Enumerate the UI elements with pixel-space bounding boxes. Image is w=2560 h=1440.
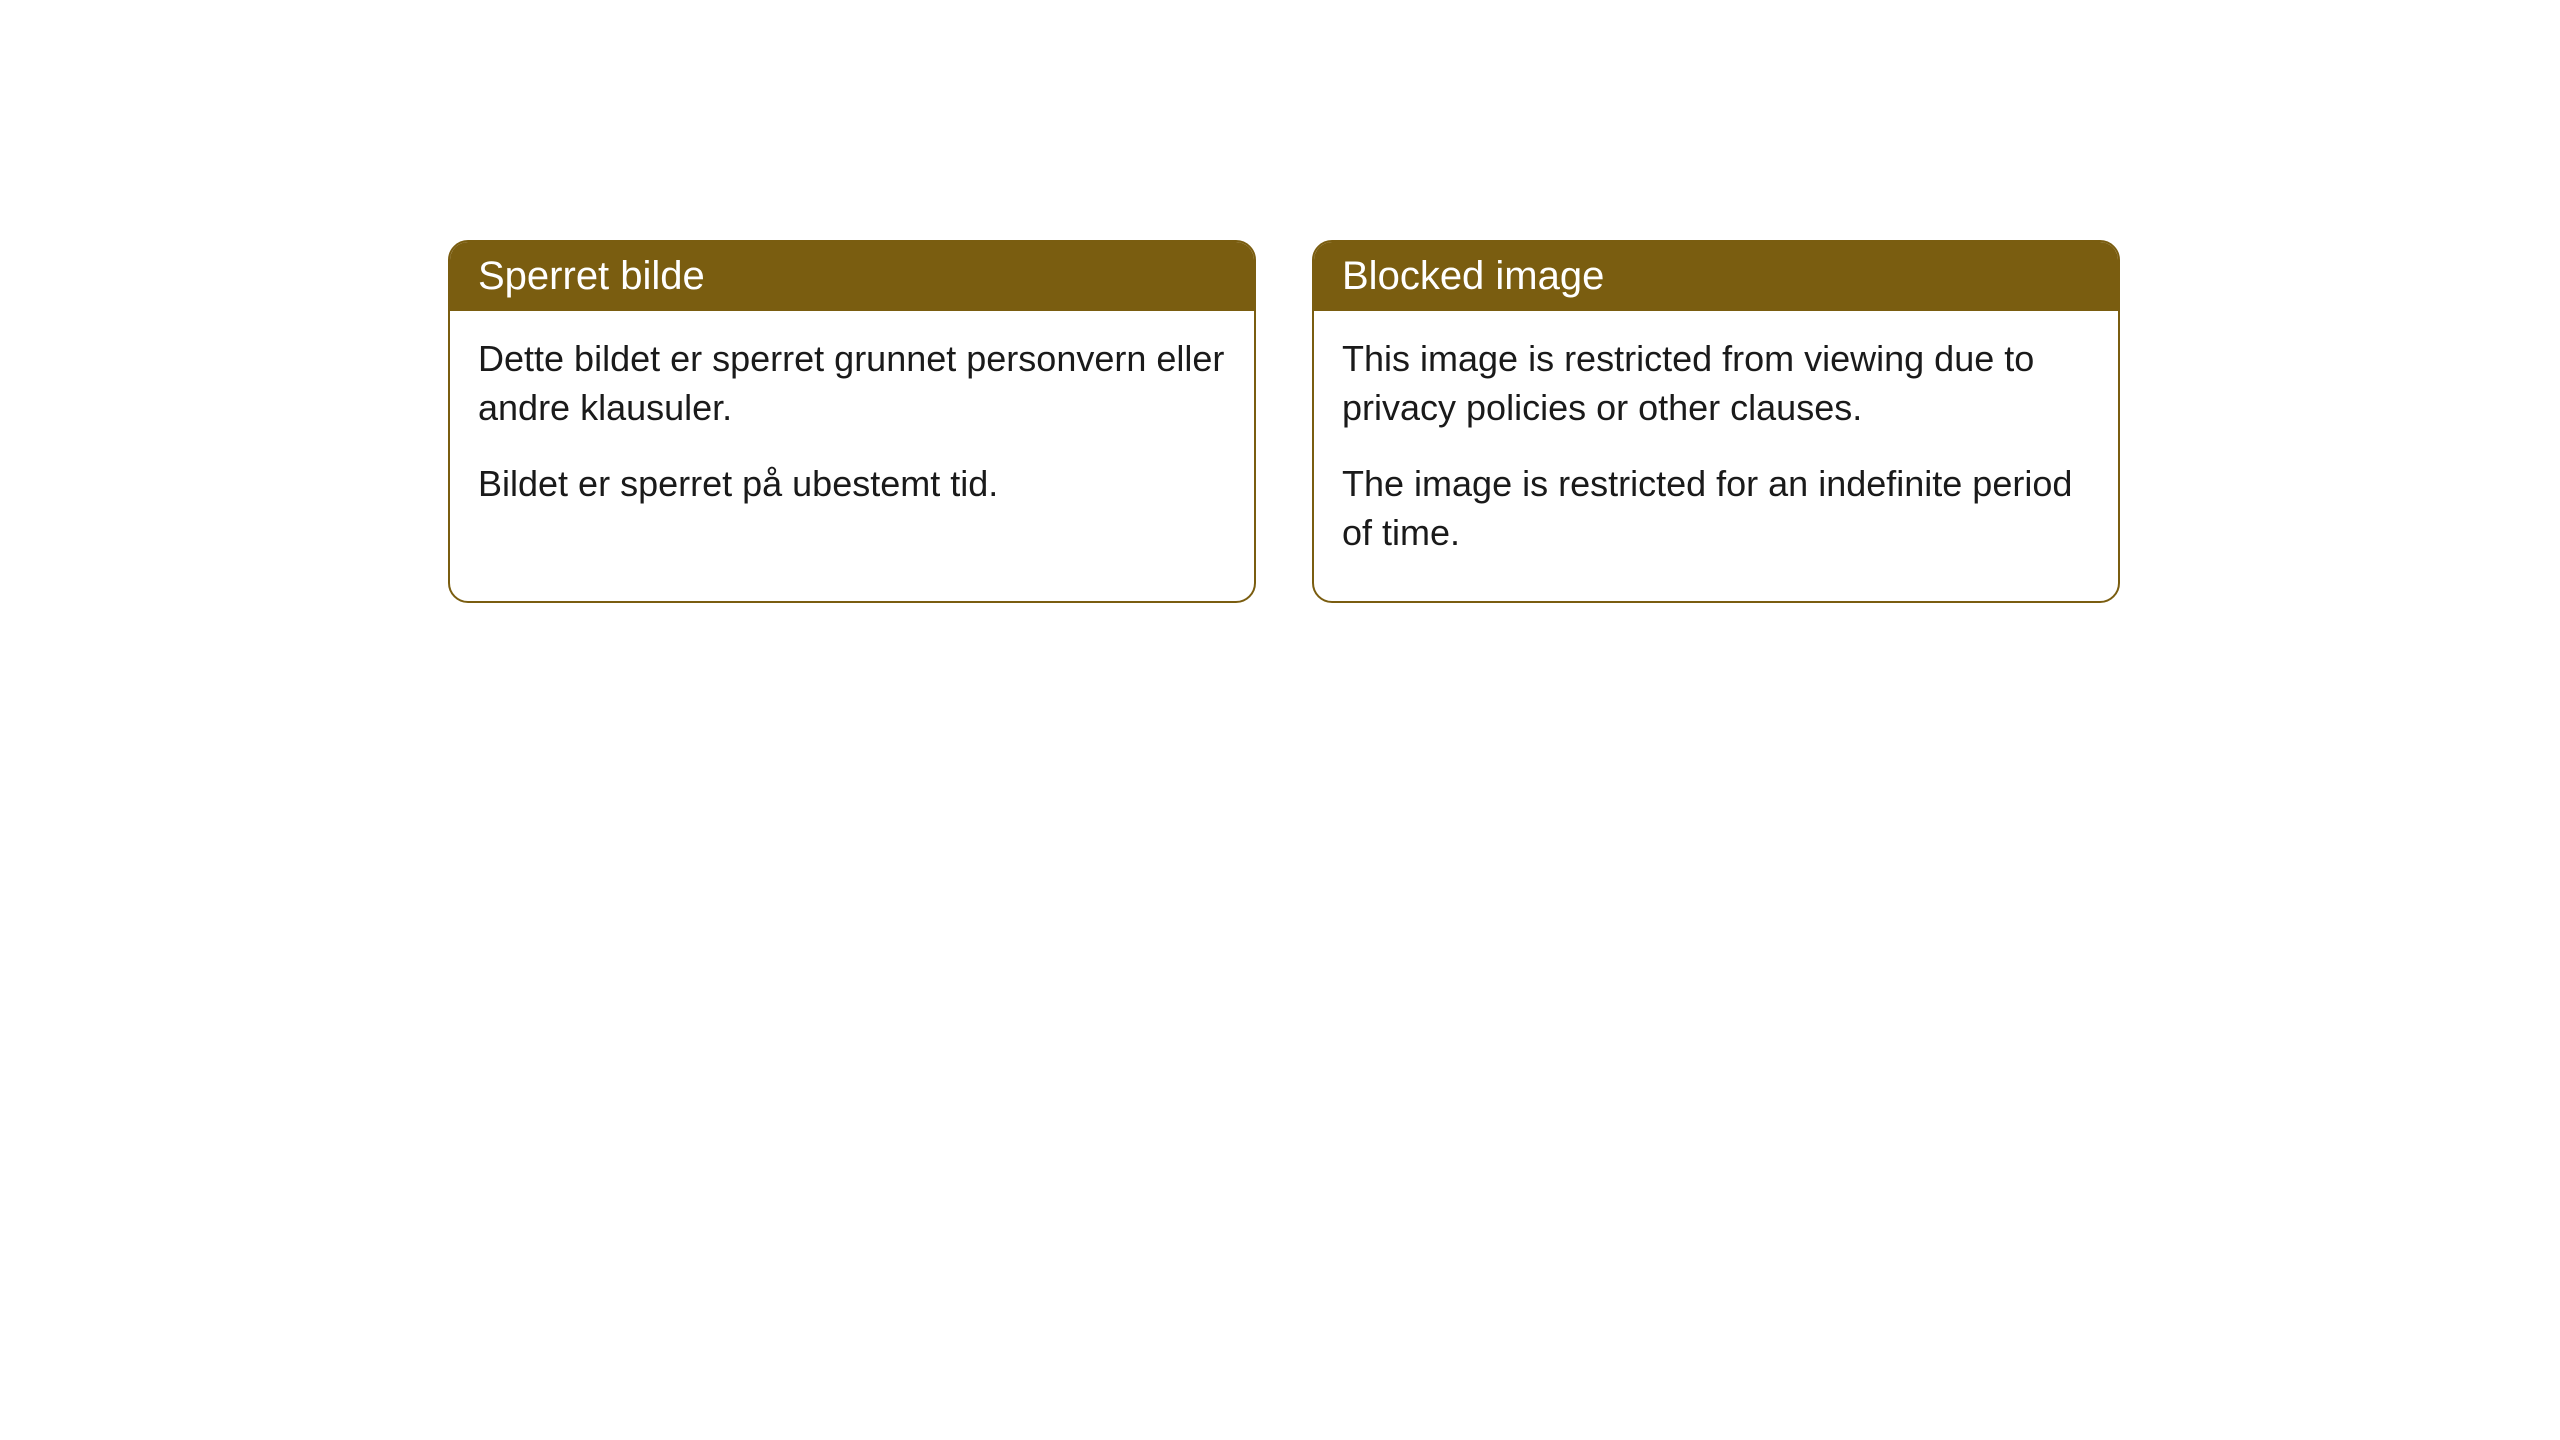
card-paragraph: The image is restricted for an indefinit…	[1342, 460, 2090, 557]
card-body: Dette bildet er sperret grunnet personve…	[450, 311, 1254, 553]
card-paragraph: Dette bildet er sperret grunnet personve…	[478, 335, 1226, 432]
card-title: Blocked image	[1314, 242, 2118, 311]
card-title: Sperret bilde	[450, 242, 1254, 311]
card-paragraph: This image is restricted from viewing du…	[1342, 335, 2090, 432]
card-body: This image is restricted from viewing du…	[1314, 311, 2118, 601]
card-paragraph: Bildet er sperret på ubestemt tid.	[478, 460, 1226, 509]
notice-cards-container: Sperret bilde Dette bildet er sperret gr…	[448, 240, 2120, 603]
blocked-image-card-norwegian: Sperret bilde Dette bildet er sperret gr…	[448, 240, 1256, 603]
blocked-image-card-english: Blocked image This image is restricted f…	[1312, 240, 2120, 603]
